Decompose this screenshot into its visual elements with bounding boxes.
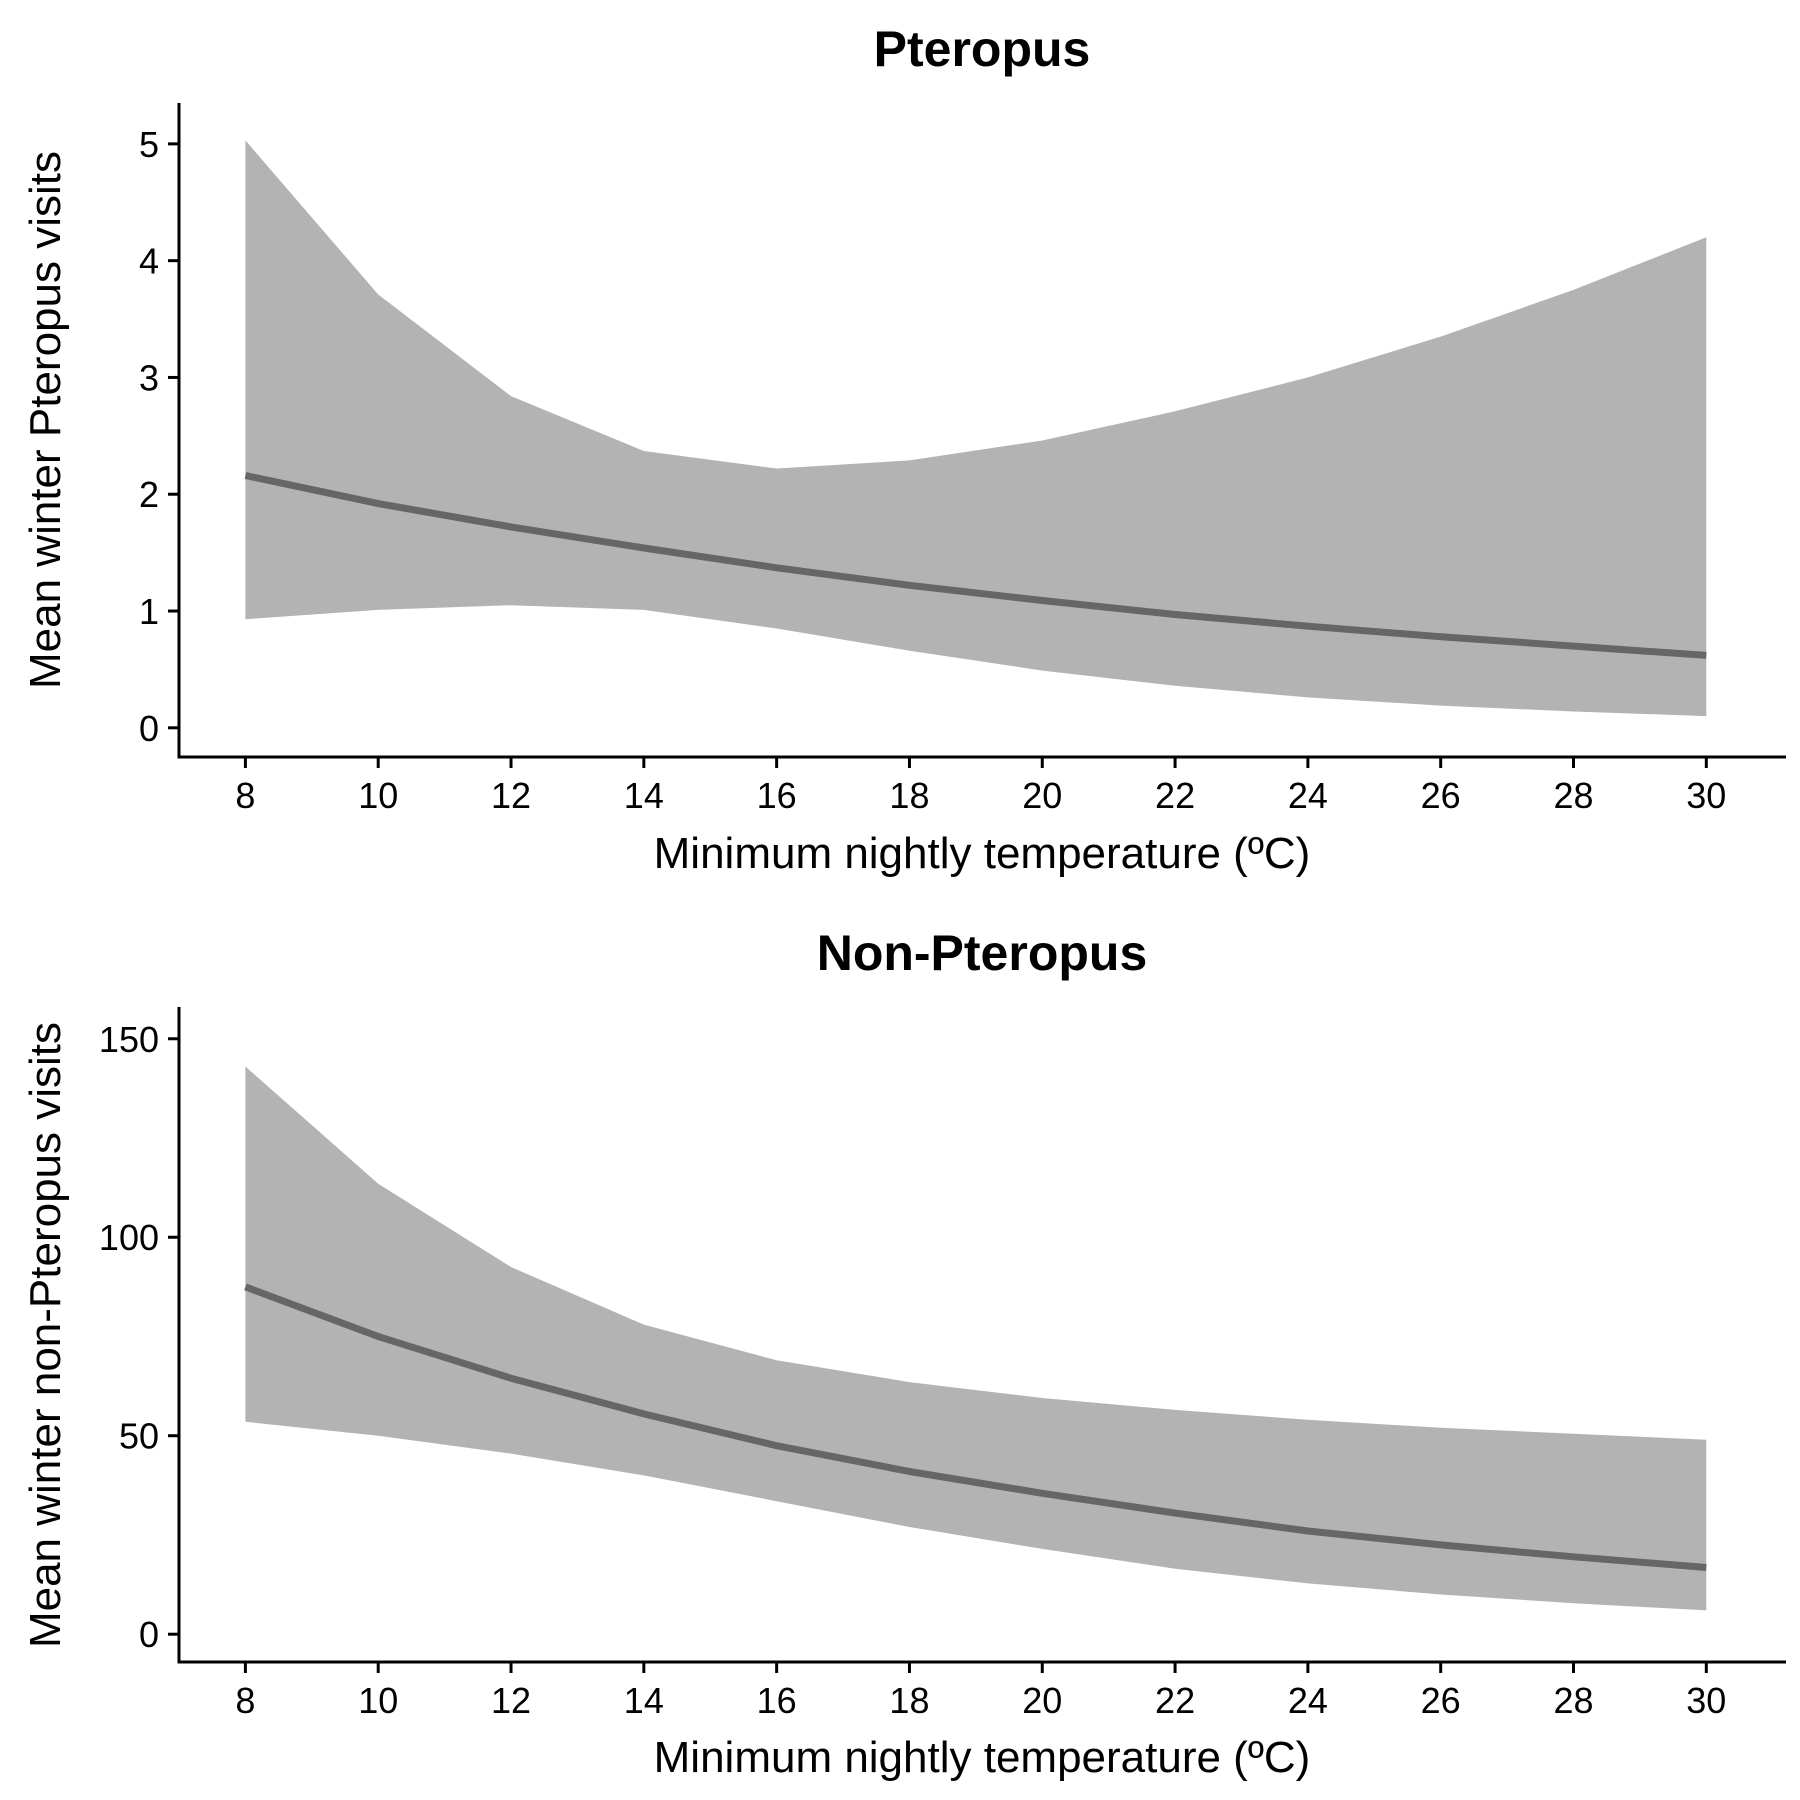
x-tick-label: 16 — [757, 775, 797, 816]
x-tick-label: 24 — [1288, 775, 1328, 816]
x-tick-label: 20 — [1022, 775, 1062, 816]
x-tick-label: 28 — [1553, 775, 1593, 816]
confidence-band-0 — [245, 140, 1707, 717]
y-tick-label: 1 — [139, 591, 159, 632]
x-tick-label: 14 — [624, 1680, 664, 1721]
x-axis-label: Minimum nightly temperature (ºC) — [654, 829, 1311, 878]
confidence-band-layer — [245, 1066, 1707, 1611]
x-tick-label: 8 — [235, 1680, 255, 1721]
y-tick-label: 150 — [99, 1019, 159, 1060]
fitted-line-layer — [244, 472, 1707, 659]
x-tick-label: 10 — [358, 775, 398, 816]
y-axis-label: Mean winter Pteropus visits — [21, 151, 70, 689]
y-tick-label: 4 — [139, 241, 159, 282]
y-tick-label: 0 — [139, 1614, 159, 1655]
y-tick-label: 3 — [139, 357, 159, 398]
y-axis-label: Mean winter non-Pteropus visits — [21, 1022, 70, 1648]
x-tick-label: 26 — [1421, 775, 1461, 816]
x-axis-label: Minimum nightly temperature (ºC) — [654, 1733, 1311, 1782]
fitted-line-0 — [244, 472, 1707, 659]
x-tick-label: 12 — [491, 1680, 531, 1721]
x-axis-ticks: 8 10 12 14 16 18 20 22 24 26 28 30 — [235, 757, 1726, 816]
x-tick-label: 12 — [491, 775, 531, 816]
x-tick-label: 8 — [235, 775, 255, 816]
panel-title: Pteropus — [874, 21, 1091, 77]
y-tick-label: 5 — [139, 124, 159, 165]
x-tick-label: 18 — [889, 1680, 929, 1721]
confidence-band-layer — [245, 140, 1707, 717]
x-tick-label: 30 — [1686, 1680, 1726, 1721]
y-tick-label: 2 — [139, 474, 159, 515]
confidence-band-0 — [245, 1066, 1707, 1611]
y-axis-ticks: 0 50 100 150 — [99, 1019, 179, 1655]
x-tick-label: 20 — [1022, 1680, 1062, 1721]
y-axis-ticks: 0 1 2 3 4 5 — [139, 124, 179, 749]
panel-pteropus: Pteropus 8 10 12 14 16 18 20 22 24 26 28 30 012345 … — [21, 21, 1786, 878]
panel-non-pteropus: Non-Pteropus 8 10 12 14 16 18 20 22 24 26 28 30 0 50… — [21, 925, 1786, 1782]
x-tick-label: 30 — [1686, 775, 1726, 816]
fitted-line-layer — [244, 1283, 1707, 1571]
fitted-line-0 — [244, 1283, 1707, 1571]
x-tick-label: 22 — [1155, 1680, 1195, 1721]
x-tick-label: 10 — [358, 1680, 398, 1721]
y-tick-label: 0 — [139, 708, 159, 749]
x-tick-label: 14 — [624, 775, 664, 816]
y-tick-label: 50 — [119, 1416, 159, 1457]
y-tick-label: 100 — [99, 1217, 159, 1258]
x-tick-label: 28 — [1553, 1680, 1593, 1721]
x-tick-label: 24 — [1288, 1680, 1328, 1721]
x-tick-label: 16 — [757, 1680, 797, 1721]
x-axis-ticks: 8 10 12 14 16 18 20 22 24 26 28 30 — [235, 1662, 1726, 1721]
x-tick-label: 18 — [889, 775, 929, 816]
x-tick-label: 26 — [1421, 1680, 1461, 1721]
panel-title: Non-Pteropus — [817, 925, 1148, 981]
x-tick-label: 22 — [1155, 775, 1195, 816]
